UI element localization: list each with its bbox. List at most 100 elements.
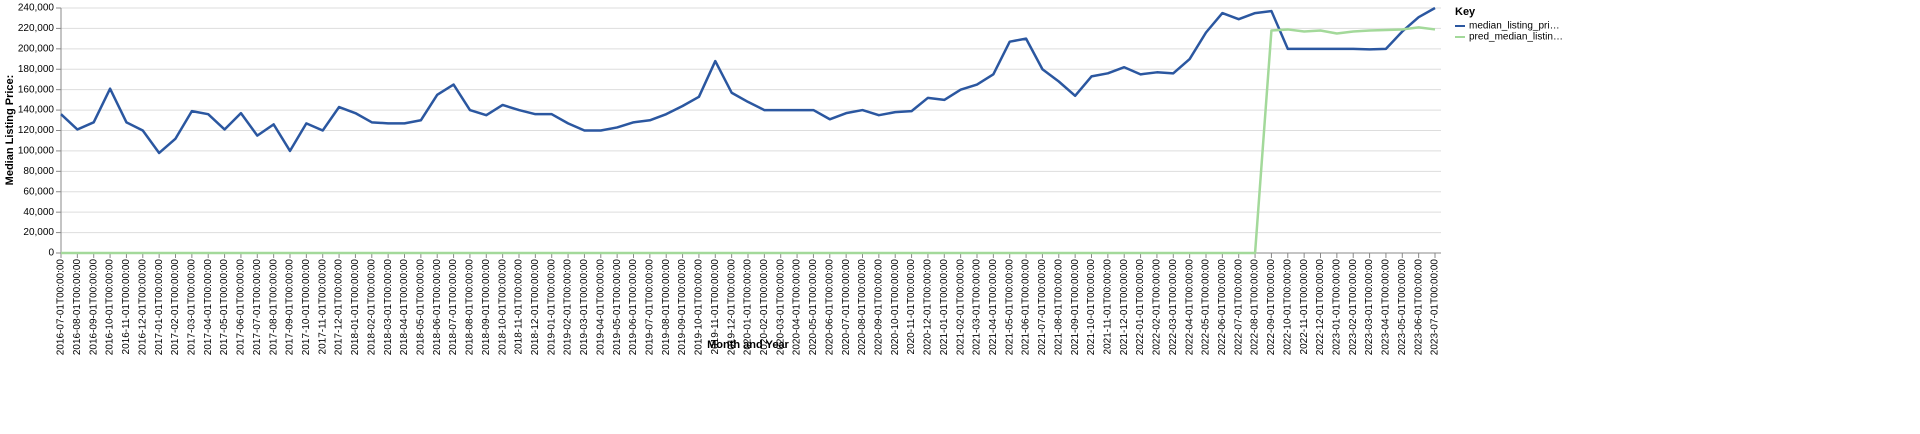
- x-tick-label: 2016-09-01T00:00:00: [88, 259, 99, 356]
- x-tick-label: 2020-08-01T00:00:00: [857, 259, 868, 356]
- x-tick-label: 2022-09-01T00:00:00: [1266, 259, 1277, 356]
- x-tick-label: 2021-12-01T00:00:00: [1119, 259, 1130, 356]
- x-tick-label: 2018-02-01T00:00:00: [366, 259, 377, 356]
- y-tick-label: 60,000: [23, 186, 54, 197]
- x-tick-label: 2023-03-01T00:00:00: [1364, 259, 1375, 356]
- x-tick-label: 2016-07-01T00:00:00: [56, 259, 67, 356]
- x-tick-label: 2020-04-01T00:00:00: [792, 259, 803, 356]
- y-tick-label: 100,000: [18, 146, 55, 157]
- x-tick-label: 2020-05-01T00:00:00: [808, 259, 819, 356]
- x-tick-label: 2018-06-01T00:00:00: [432, 259, 443, 356]
- x-tick-label: 2020-06-01T00:00:00: [824, 259, 835, 356]
- x-tick-label: 2019-09-01T00:00:00: [677, 259, 688, 356]
- x-tick-label: 2019-02-01T00:00:00: [563, 259, 574, 356]
- x-tick-label: 2023-07-01T00:00:00: [1430, 259, 1441, 356]
- x-tick-label: 2019-01-01T00:00:00: [546, 259, 557, 356]
- x-tick-label: 2021-06-01T00:00:00: [1021, 259, 1032, 356]
- x-tick-label: 2016-11-01T00:00:00: [121, 259, 132, 355]
- x-tick-label: 2020-09-01T00:00:00: [873, 259, 884, 356]
- y-tick-label: 220,000: [18, 23, 55, 34]
- x-tick-label: 2022-07-01T00:00:00: [1233, 259, 1244, 356]
- x-tick-label: 2017-03-01T00:00:00: [186, 259, 197, 356]
- x-tick-label: 2020-11-01T00:00:00: [906, 259, 917, 355]
- x-tick-label: 2019-06-01T00:00:00: [628, 259, 639, 356]
- x-tick-label: 2021-05-01T00:00:00: [1004, 259, 1015, 356]
- y-axis-title: Median Listing Price:: [4, 75, 16, 186]
- x-tick-label: 2021-07-01T00:00:00: [1037, 259, 1048, 356]
- x-tick-label: 2017-05-01T00:00:00: [219, 259, 230, 356]
- x-tick-label: 2017-06-01T00:00:00: [236, 259, 247, 356]
- x-tick-label: 2023-06-01T00:00:00: [1413, 259, 1424, 356]
- x-tick-label: 2018-05-01T00:00:00: [415, 259, 426, 356]
- y-tick-label: 20,000: [23, 227, 54, 238]
- x-tick-label: 2017-04-01T00:00:00: [203, 259, 214, 356]
- x-tick-label: 2019-07-01T00:00:00: [644, 259, 655, 356]
- y-tick-label: 0: [48, 248, 54, 259]
- x-tick-label: 2020-02-01T00:00:00: [759, 259, 770, 356]
- x-tick-label: 2021-02-01T00:00:00: [955, 259, 966, 356]
- x-tick-label: 2018-01-01T00:00:00: [350, 259, 361, 356]
- x-tick-label: 2022-11-01T00:00:00: [1299, 259, 1310, 355]
- x-tick-label: 2017-12-01T00:00:00: [334, 259, 345, 356]
- x-tick-label: 2018-11-01T00:00:00: [514, 259, 525, 355]
- x-tick-label: 2020-01-01T00:00:00: [743, 259, 754, 356]
- x-tick-label: 2021-09-01T00:00:00: [1070, 259, 1081, 356]
- y-tick-label: 240,000: [18, 3, 55, 14]
- x-tick-label: 2020-07-01T00:00:00: [841, 259, 852, 356]
- x-tick-label: 2022-06-01T00:00:00: [1217, 259, 1228, 356]
- x-tick-label: 2023-04-01T00:00:00: [1381, 259, 1392, 356]
- x-tick-label: 2017-08-01T00:00:00: [268, 259, 279, 356]
- x-tick-label: 2022-08-01T00:00:00: [1250, 259, 1261, 356]
- x-tick-label: 2022-05-01T00:00:00: [1201, 259, 1212, 356]
- x-tick-label: 2016-08-01T00:00:00: [72, 259, 83, 356]
- x-tick-label: 2018-09-01T00:00:00: [481, 259, 492, 356]
- x-tick-label: 2021-01-01T00:00:00: [939, 259, 950, 356]
- x-tick-label: 2017-02-01T00:00:00: [170, 259, 181, 356]
- y-tick-label: 40,000: [23, 207, 54, 218]
- x-tick-label: 2023-05-01T00:00:00: [1397, 259, 1408, 356]
- x-tick-label: 2021-08-01T00:00:00: [1053, 259, 1064, 356]
- x-tick-label: 2019-12-01T00:00:00: [726, 259, 737, 356]
- line: [61, 26, 1436, 255]
- x-tick-label: 2017-11-01T00:00:00: [317, 259, 328, 355]
- x-tick-label: 2016-10-01T00:00:00: [105, 259, 116, 356]
- y-tick-label: 160,000: [18, 84, 55, 95]
- y-tick-label: 120,000: [18, 125, 55, 136]
- x-tick-label: 2022-04-01T00:00:00: [1184, 259, 1195, 356]
- x-tick-label: 2019-04-01T00:00:00: [595, 259, 606, 356]
- x-tick-label: 2020-03-01T00:00:00: [775, 259, 786, 356]
- x-tick-label: 2023-01-01T00:00:00: [1331, 259, 1342, 356]
- x-tick-label: 2019-05-01T00:00:00: [612, 259, 623, 356]
- x-tick-label: 2021-11-01T00:00:00: [1102, 259, 1113, 355]
- x-tick-label: 2018-07-01T00:00:00: [448, 259, 459, 356]
- x-tick-label: 2018-08-01T00:00:00: [465, 259, 476, 356]
- x-tick-label: 2022-02-01T00:00:00: [1152, 259, 1163, 356]
- x-tick-label: 2020-10-01T00:00:00: [890, 259, 901, 356]
- x-axis-title: Month and Year: [707, 339, 789, 351]
- x-tick-label: 2021-04-01T00:00:00: [988, 259, 999, 356]
- x-tick-label: 2016-12-01T00:00:00: [137, 259, 148, 356]
- legend-label: pred_median_listin…: [1469, 32, 1563, 43]
- x-tick-label: 2019-10-01T00:00:00: [694, 259, 705, 356]
- x-tick-label: 2019-11-01T00:00:00: [710, 259, 721, 355]
- x-tick-label: 2022-01-01T00:00:00: [1135, 259, 1146, 356]
- x-tick-label: 2022-03-01T00:00:00: [1168, 259, 1179, 356]
- x-tick-label: 2021-10-01T00:00:00: [1086, 259, 1097, 356]
- x-tick-label: 2019-03-01T00:00:00: [579, 259, 590, 356]
- x-tick-label: 2023-02-01T00:00:00: [1348, 259, 1359, 356]
- y-tick-label: 200,000: [18, 43, 55, 54]
- x-tick-label: 2019-08-01T00:00:00: [661, 259, 672, 356]
- line: [60, 6, 1436, 155]
- y-tick-label: 140,000: [18, 105, 55, 116]
- legend-title: Key: [1455, 6, 1476, 18]
- legend-label: median_listing_pri…: [1469, 21, 1560, 32]
- y-tick-label: 180,000: [18, 64, 55, 75]
- x-tick-label: 2017-10-01T00:00:00: [301, 259, 312, 356]
- x-tick-label: 2018-04-01T00:00:00: [399, 259, 410, 356]
- x-tick-label: 2017-07-01T00:00:00: [252, 259, 263, 356]
- y-tick-label: 80,000: [23, 166, 54, 177]
- x-tick-label: 2018-12-01T00:00:00: [530, 259, 541, 356]
- x-tick-label: 2018-10-01T00:00:00: [497, 259, 508, 356]
- x-tick-label: 2017-09-01T00:00:00: [285, 259, 296, 356]
